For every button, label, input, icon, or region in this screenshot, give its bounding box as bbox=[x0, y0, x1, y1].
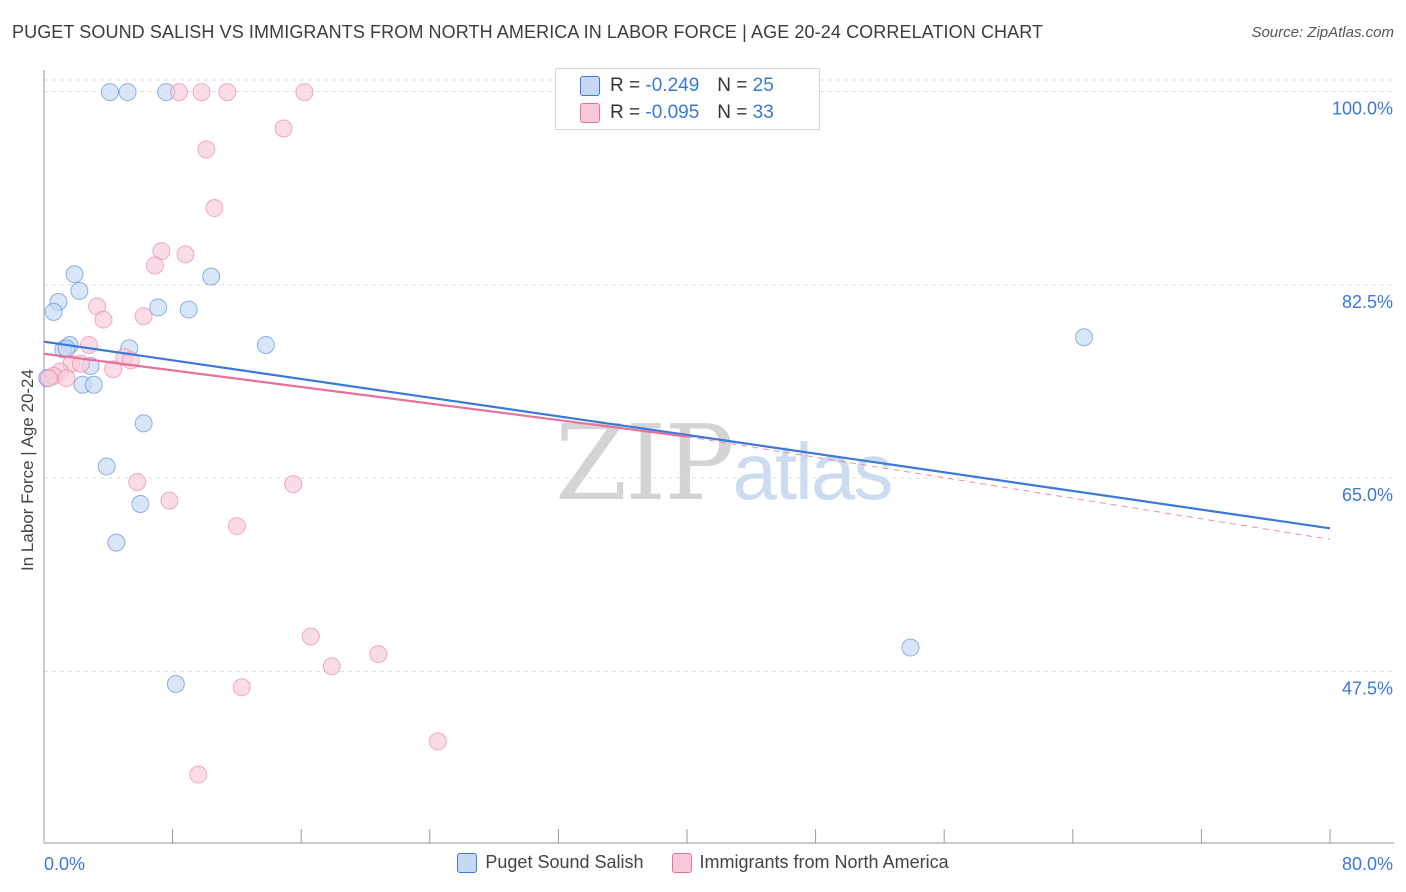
salish-point bbox=[179, 300, 198, 319]
stats-n-value: 25 bbox=[752, 75, 774, 96]
immigrants-point bbox=[80, 335, 99, 354]
legend-label-salish: Puget Sound Salish bbox=[485, 852, 644, 872]
stats-legend: R = -0.249 N = 25 R = -0.095 N = 33 bbox=[555, 68, 820, 130]
y-tick-label: 65.0% bbox=[1342, 485, 1393, 505]
salish-point bbox=[1075, 328, 1094, 347]
immigrants-swatch bbox=[580, 103, 600, 123]
salish-point bbox=[100, 83, 119, 102]
salish-point bbox=[65, 265, 84, 284]
x-tick-label-min: 0.0% bbox=[44, 854, 85, 874]
salish-point bbox=[107, 533, 126, 552]
y-tick-label: 82.5% bbox=[1342, 292, 1393, 312]
immigrants-point bbox=[39, 369, 58, 388]
chart-title: PUGET SOUND SALISH VS IMMIGRANTS FROM NO… bbox=[12, 22, 1044, 42]
legend-swatch-immigrants bbox=[671, 852, 692, 873]
immigrants-point bbox=[284, 475, 303, 494]
source-label: Source: ZipAtlas.com bbox=[1251, 24, 1394, 41]
stats-r-value: -0.249 bbox=[645, 75, 700, 96]
immigrants-point bbox=[322, 657, 341, 676]
immigrants-point bbox=[145, 256, 164, 275]
immigrants-point bbox=[205, 199, 224, 218]
salish-point bbox=[134, 414, 153, 433]
stats-row-immigrants: R = -0.095 N = 33 bbox=[580, 102, 774, 124]
stats-r-label: R = bbox=[610, 102, 641, 123]
stats-r-label: R = bbox=[610, 75, 641, 96]
y-tick-label: 47.5% bbox=[1342, 678, 1393, 698]
salish-point bbox=[256, 335, 275, 354]
immigrants-point bbox=[369, 645, 388, 664]
immigrants-point bbox=[301, 627, 320, 646]
legend-item-immigrants[interactable]: Immigrants from North America bbox=[671, 852, 949, 873]
immigrants-point bbox=[227, 517, 246, 536]
immigrants-point bbox=[128, 472, 147, 491]
salish-point bbox=[44, 302, 63, 321]
bottom-legend: Puget Sound Salish Immigrants from North… bbox=[0, 852, 1406, 873]
salish-point bbox=[97, 457, 116, 476]
immigrants-point bbox=[176, 245, 195, 264]
salish-point bbox=[149, 298, 168, 317]
immigrants-point bbox=[94, 310, 113, 329]
salish-point bbox=[901, 638, 920, 657]
watermark-zip: ZIP bbox=[555, 402, 734, 524]
salish-point bbox=[57, 339, 76, 358]
stats-row-salish: R = -0.249 N = 25 bbox=[580, 75, 774, 97]
legend-item-salish[interactable]: Puget Sound Salish bbox=[457, 852, 644, 873]
immigrants-point bbox=[104, 360, 123, 379]
stats-n-value: 33 bbox=[752, 102, 774, 123]
immigrants-point bbox=[295, 83, 314, 102]
immigrants-point bbox=[57, 369, 76, 388]
y-tick-label: 100.0% bbox=[1332, 99, 1393, 119]
stats-n-label: N = bbox=[717, 75, 748, 96]
watermark-atlas: atlas bbox=[732, 427, 893, 516]
immigrants-point bbox=[218, 83, 237, 102]
immigrants-point bbox=[274, 119, 293, 138]
immigrants-point bbox=[428, 732, 447, 751]
salish-trend-line bbox=[43, 340, 1331, 530]
salish-point bbox=[166, 674, 185, 693]
legend-label-immigrants: Immigrants from North America bbox=[699, 852, 949, 872]
salish-point bbox=[70, 281, 89, 300]
stats-r-value: -0.095 bbox=[645, 102, 700, 123]
legend-swatch-salish bbox=[457, 852, 478, 873]
watermark: ZIPatlas bbox=[555, 402, 893, 524]
salish-point bbox=[84, 375, 103, 394]
x-tick-label-max: 80.0% bbox=[1342, 854, 1393, 874]
immigrants-point bbox=[192, 83, 211, 102]
immigrants-point bbox=[170, 83, 189, 102]
salish-point bbox=[131, 494, 150, 513]
immigrants-point bbox=[134, 307, 153, 326]
immigrants-point bbox=[232, 678, 251, 697]
immigrants-point bbox=[160, 491, 179, 510]
salish-swatch bbox=[580, 76, 600, 96]
immigrants-trend-line bbox=[43, 352, 688, 438]
salish-point bbox=[118, 83, 137, 102]
stats-n-label: N = bbox=[717, 102, 748, 123]
salish-point bbox=[202, 267, 221, 286]
immigrants-trend-extension bbox=[686, 436, 1331, 540]
immigrants-point bbox=[189, 765, 208, 784]
immigrants-point bbox=[197, 140, 216, 159]
